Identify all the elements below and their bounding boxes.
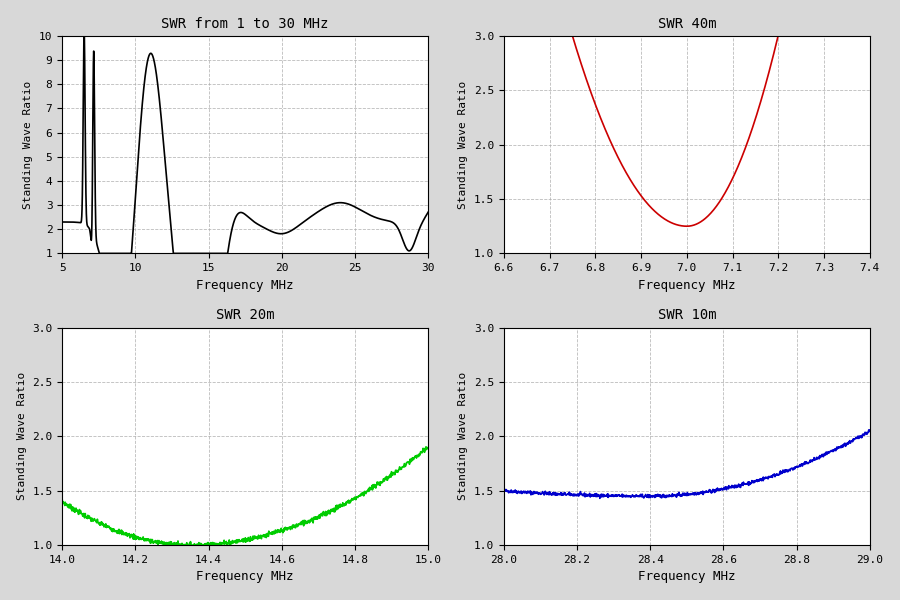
Title: SWR 20m: SWR 20m [216, 308, 274, 322]
X-axis label: Frequency MHz: Frequency MHz [638, 571, 735, 583]
X-axis label: Frequency MHz: Frequency MHz [196, 278, 294, 292]
Title: SWR 10m: SWR 10m [658, 308, 716, 322]
Y-axis label: Standing Wave Ratio: Standing Wave Ratio [17, 372, 27, 500]
Title: SWR 40m: SWR 40m [658, 17, 716, 31]
X-axis label: Frequency MHz: Frequency MHz [196, 571, 294, 583]
Y-axis label: Standing Wave Ratio: Standing Wave Ratio [23, 80, 33, 209]
X-axis label: Frequency MHz: Frequency MHz [638, 278, 735, 292]
Y-axis label: Standing Wave Ratio: Standing Wave Ratio [458, 80, 468, 209]
Title: SWR from 1 to 30 MHz: SWR from 1 to 30 MHz [161, 17, 328, 31]
Y-axis label: Standing Wave Ratio: Standing Wave Ratio [458, 372, 468, 500]
